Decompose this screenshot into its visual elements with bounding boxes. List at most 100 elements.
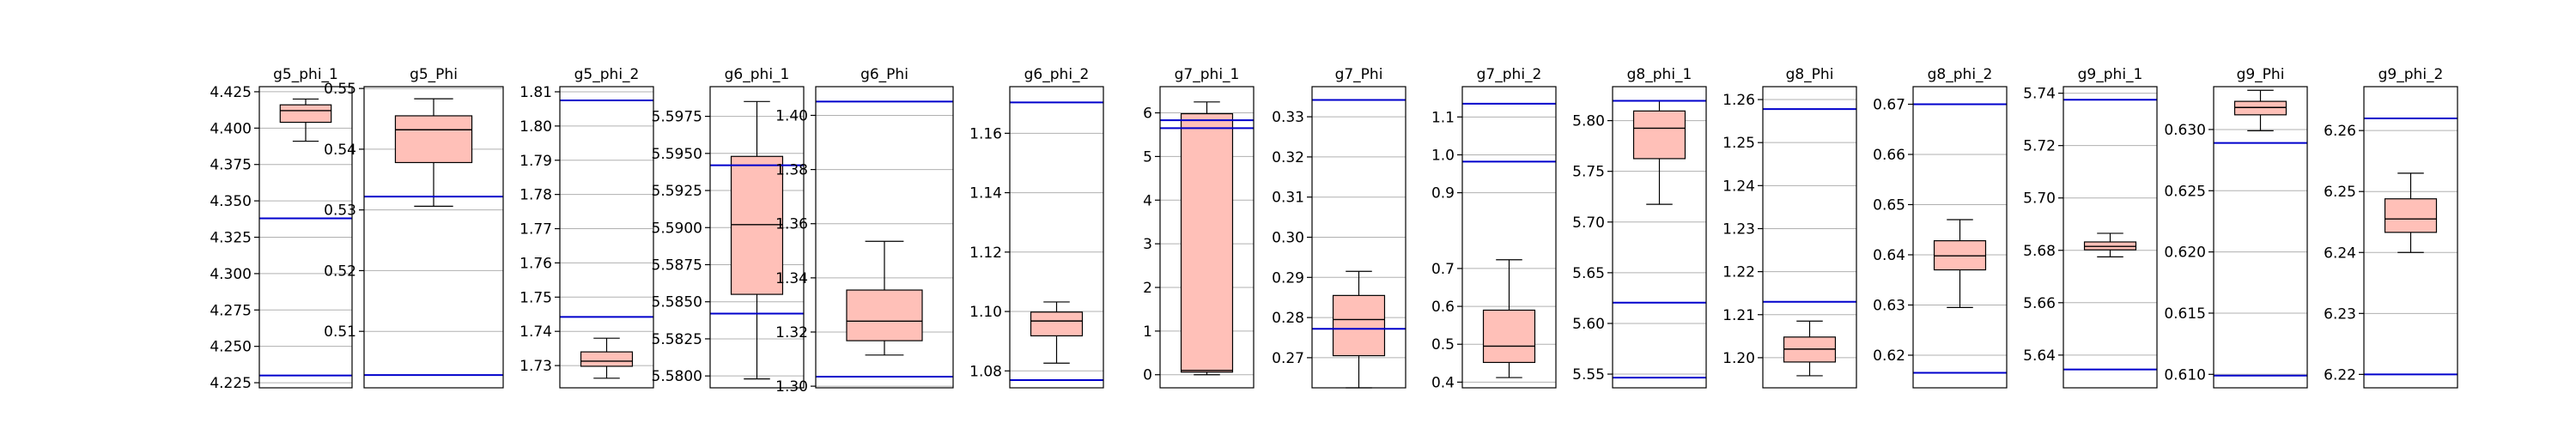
- plot-frame: [1912, 86, 2008, 389]
- y-tick-label: 5.5925: [652, 183, 702, 200]
- y-tick-label: 5.74: [2023, 86, 2056, 103]
- y-tick-label: 0.67: [1873, 96, 1905, 113]
- iqr-box: [1332, 294, 1386, 357]
- iqr-box: [730, 155, 784, 295]
- y-tick-label: 0.64: [1873, 247, 1905, 264]
- plot-frame: [709, 86, 805, 389]
- y-tick-label: 5.70: [2023, 190, 2056, 208]
- subplot-g6_Phi: 1.30 1.32 1.34 1.36 1.38 1.40 g6_Phi: [775, 66, 954, 396]
- y-tick-label: 0.30: [1272, 230, 1304, 247]
- iqr-box: [2233, 100, 2287, 116]
- y-tick-label: 5.80: [1572, 113, 1605, 130]
- y-tick-label: 1.25: [1722, 135, 1755, 152]
- y-tick-label: 0.51: [324, 323, 356, 341]
- y-tick-label: 1.80: [519, 118, 552, 136]
- y-tick-label: 1.75: [519, 289, 552, 306]
- subplot-g7_phi_2: 0.4 0.5 0.6 0.7 0.9 1.0 1.1 g7_phi_2: [1431, 66, 1557, 391]
- y-tick-label: 0.65: [1873, 196, 1905, 214]
- y-tick-label: 5.5975: [652, 109, 702, 126]
- y-tick-label: 5.5950: [652, 146, 702, 163]
- subplot-g9_Phi: 0.610 0.615 0.620 0.625 0.630 g9_Phi: [2164, 66, 2308, 389]
- subplot-g8_phi_2: 0.62 0.63 0.64 0.65 0.66 0.67 g8_phi_2: [1873, 66, 2008, 389]
- y-tick-label: 1.22: [1722, 264, 1755, 281]
- subplot-title: g6_Phi: [860, 66, 908, 83]
- plot-frame: [1461, 86, 1557, 389]
- iqr-box: [580, 351, 634, 367]
- y-tick-label: 0.33: [1272, 109, 1304, 126]
- y-tick-label: 1.0: [1431, 147, 1455, 164]
- y-tick-label: 1.38: [775, 162, 808, 179]
- y-tick-label: 4.250: [210, 339, 252, 356]
- plot-frame: [363, 86, 504, 389]
- plot-frame: [815, 86, 954, 389]
- y-tick-label: 5.60: [1572, 316, 1605, 333]
- y-tick-label: 4.375: [210, 157, 252, 174]
- y-tick-label: 0.5: [1431, 336, 1455, 353]
- subplot-g7_Phi: 0.27 0.28 0.29 0.30 0.31 0.32 0.33 g7_Phi: [1272, 66, 1406, 389]
- y-tick-label: 0.31: [1272, 190, 1304, 207]
- y-tick-label: 5: [1143, 148, 1152, 166]
- y-tick-label: 0.55: [324, 81, 356, 98]
- iqr-box: [394, 115, 473, 164]
- y-tick-label: 1.20: [1722, 350, 1755, 367]
- y-tick-label: 4.275: [210, 302, 252, 319]
- iqr-box: [2384, 198, 2438, 233]
- y-tick-label: 4.325: [210, 230, 252, 247]
- y-tick-label: 1.79: [519, 153, 552, 170]
- subplot-title: g9_phi_1: [2078, 66, 2143, 83]
- y-tick-label: 6.26: [2324, 123, 2356, 140]
- y-tick-label: 0.62: [1873, 347, 1905, 365]
- y-tick-label: 1.10: [969, 304, 1002, 321]
- subplot-title: g7_Phi: [1335, 66, 1383, 83]
- subplot-g6_phi_2: 1.08 1.10 1.12 1.14 1.16 g6_phi_2: [969, 66, 1104, 389]
- subplot-g5_phi_1: 4.225 4.250 4.275 4.300 4.325 4.350 4.375 4.400…: [210, 66, 353, 392]
- y-tick-label: 0.54: [324, 142, 356, 159]
- plot-frame: [2363, 86, 2458, 389]
- subplot-title: g5_Phi: [410, 66, 458, 83]
- y-tick-label: 0.63: [1873, 297, 1905, 314]
- y-tick-label: 1.26: [1722, 92, 1755, 109]
- y-tick-label: 4.300: [210, 266, 252, 283]
- subplot-g5_phi_2: 1.73 1.74 1.75 1.76 1.77 1.78 1.79 1.80 1.81 g5_p…: [519, 66, 654, 389]
- y-tick-label: 0.6: [1431, 299, 1455, 316]
- y-tick-label: 5.64: [2023, 347, 2056, 365]
- plot-frame: [1159, 86, 1255, 389]
- iqr-box: [1180, 112, 1234, 373]
- y-tick-label: 0.620: [2164, 245, 2206, 262]
- y-tick-label: 6.24: [2324, 245, 2356, 262]
- y-tick-label: 3: [1143, 236, 1152, 253]
- y-tick-label: 1: [1143, 323, 1152, 341]
- y-tick-label: 0: [1143, 367, 1152, 384]
- y-tick-label: 1.77: [519, 221, 552, 239]
- plot-frame: [1009, 86, 1104, 389]
- y-tick-label: 1.36: [775, 216, 808, 233]
- y-tick-label: 0.66: [1873, 147, 1905, 164]
- subplot-title: g9_Phi: [2237, 66, 2285, 83]
- y-tick-label: 5.5850: [652, 294, 702, 311]
- y-tick-label: 1.30: [775, 378, 808, 396]
- subplot-title: g9_phi_2: [2379, 66, 2444, 83]
- subplot-title: g6_phi_2: [1024, 66, 1090, 83]
- y-tick-label: 0.29: [1272, 269, 1304, 287]
- y-tick-label: 0.32: [1272, 149, 1304, 166]
- y-tick-label: 4.400: [210, 120, 252, 137]
- y-tick-label: 1.21: [1722, 307, 1755, 324]
- y-tick-label: 1.14: [969, 185, 1002, 202]
- iqr-box: [1482, 309, 1536, 364]
- y-tick-label: 1.81: [519, 84, 552, 101]
- y-tick-label: 5.5800: [652, 368, 702, 385]
- subplot-g5_Phi: 0.51 0.52 0.53 0.54 0.55 g5_Phi: [324, 66, 504, 389]
- subplot-g6_phi_1: 5.5800 5.5825 5.5850 5.5875 5.5900 5.5925 5.59…: [652, 66, 805, 389]
- y-tick-label: 6: [1143, 106, 1152, 123]
- y-tick-label: 1.78: [519, 187, 552, 204]
- y-tick-label: 5.5875: [652, 257, 702, 274]
- y-tick-label: 0.610: [2164, 366, 2206, 384]
- y-tick-label: 1.08: [969, 363, 1002, 380]
- subplot-title: g6_phi_1: [725, 66, 790, 83]
- subplot-title: g8_Phi: [1786, 66, 1834, 83]
- y-tick-label: 6.23: [2324, 305, 2356, 323]
- iqr-box: [1632, 110, 1686, 160]
- subplot-g8_Phi: 1.20 1.21 1.22 1.23 1.24 1.25 1.26 g8_Phi: [1722, 66, 1857, 389]
- plot-frame: [559, 86, 654, 389]
- y-tick-label: 0.615: [2164, 305, 2206, 323]
